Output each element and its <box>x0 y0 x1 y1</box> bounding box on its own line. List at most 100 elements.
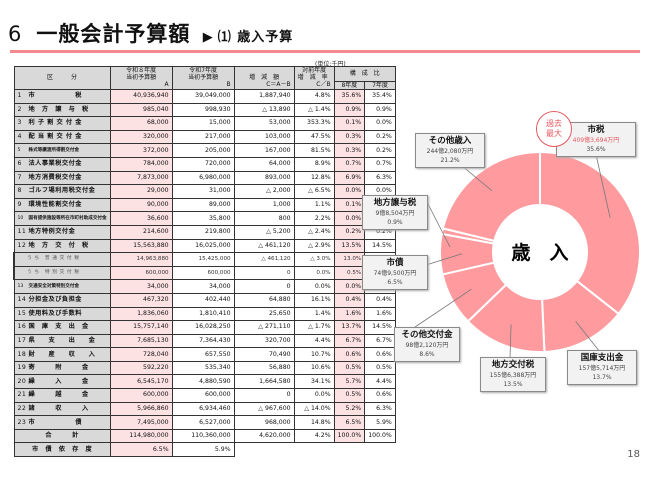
cell-r8-amount: 372,000 <box>109 143 173 158</box>
row-label: 22 諸 収 入 <box>13 401 111 417</box>
cell-diff: 800 <box>233 211 295 226</box>
cell-comp-r8: 1.6% <box>333 306 366 322</box>
cell-rate: 1.4% <box>293 306 335 322</box>
cell-r7-amount: 402,440 <box>171 292 235 308</box>
title-underline <box>10 50 640 53</box>
table-row: 2 地 方 譲 与 税 985,040 998,930 △ 13,890 △ 1.4% 0.… <box>13 102 396 118</box>
cell-diff: 893,000 <box>233 170 295 186</box>
row-label-text: 法人事業税交付金 <box>28 160 82 168</box>
row-label: 1 市 税 <box>13 89 111 104</box>
donut-center-label: 歳 入 <box>511 242 568 264</box>
cell-comp-r8: 6.7% <box>333 333 366 349</box>
leader-line <box>425 199 451 248</box>
row-label: 16 国 庫 支 出 金 <box>13 320 111 335</box>
page-title: 6 一般会計予算額 ▶ ⑴ 歳入予算 <box>8 18 293 48</box>
callout-4: 市債 74億9,500万円 6.5% <box>362 255 428 290</box>
table-row: 11 地方特例交付金 214,600 219,800 △ 5,200 △ 2.4% 0.2%… <box>13 224 396 240</box>
cell-rate: 1.1% <box>293 197 335 213</box>
row-number: 22 <box>17 404 27 412</box>
table-row: 10 国有提供施設等所在市町村助成交付金 36,600 35,800 800 2.2% 0.… <box>13 211 396 226</box>
cell-r8-amount: 29,000 <box>109 184 173 199</box>
cell-rate: 10.7% <box>293 347 335 362</box>
total-comp-r7: 100.0% <box>364 428 396 444</box>
cell-r7-amount: 89,000 <box>171 197 235 213</box>
cell-rate: △ 6.5% <box>293 184 335 199</box>
empty-cell <box>334 443 365 457</box>
dependency-label: 市 債 依 存 度 <box>13 442 111 458</box>
cell-r8-amount: 34,000 <box>109 279 173 294</box>
cell-diff: 1,000 <box>233 197 295 213</box>
cell-comp-r7: 0.6% <box>364 388 396 403</box>
revenue-budget-table: 区 分 令和８年度 当初予算額 A 令和7年度 当初予算額 B 増 減 額 C＝… <box>12 66 396 458</box>
callout-amount: 157億5,714万円 <box>578 365 626 372</box>
cell-diff: △ 967,600 <box>233 401 295 417</box>
callout-name: 地方譲与税 <box>373 198 417 208</box>
total-rate: 4.2% <box>293 428 335 444</box>
row-label: 19 寄 附 金 <box>13 360 111 376</box>
callout-percent: 8.6% <box>419 351 435 358</box>
callout-name: 国庫支出金 <box>580 353 624 363</box>
leader-line <box>414 288 472 328</box>
cell-r7-amount: 217,000 <box>171 129 235 145</box>
cell-r7-amount: 6,527,000 <box>171 415 235 430</box>
cell-r8-amount: 90,000 <box>109 197 173 213</box>
cell-r8-amount: 6,545,170 <box>109 374 173 390</box>
table-row: 17 県 支 出 金 7,685,130 7,364,430 320,700 4.4% 6.… <box>13 333 396 349</box>
row-label: 11 地方特例交付金 <box>13 224 111 240</box>
callout-percent: 0.9% <box>387 219 403 226</box>
cell-r7-amount: 7,364,430 <box>171 333 235 349</box>
cell-comp-r8: 0.3% <box>333 129 366 145</box>
cell-r7-amount: 535,340 <box>171 360 235 376</box>
section-number: 6 <box>8 22 23 46</box>
cell-r8-amount: 7,495,000 <box>109 415 173 430</box>
row-label: 10 国有提供施設等所在市町村助成交付金 <box>13 211 111 226</box>
table-row: 12 地 方 交 付 税 15,563,880 16,025,000 △ 461,120… <box>13 238 396 254</box>
cell-r8-amount: 7,685,130 <box>109 333 173 349</box>
cell-r8-amount: 7,873,000 <box>109 170 173 186</box>
header-rate-key: C／B <box>316 81 331 88</box>
row-number: 7 <box>17 173 22 181</box>
callout-amount: 9億8,504万円 <box>375 210 415 217</box>
cell-comp-r8: 0.6% <box>333 347 366 362</box>
row-label-text: 地 方 交 付 税 <box>28 241 89 249</box>
row-label-text: 株式等譲渡所得割交付金 <box>28 147 80 153</box>
cell-rate: △ 1.7% <box>293 320 335 335</box>
row-label-text: 国有提供施設等所在市町村助成交付金 <box>28 215 107 221</box>
row-label-text: 繰 越 金 <box>28 391 89 399</box>
row-label: う ち 特 別 交 付 税 <box>12 265 111 281</box>
header-rate: 対前年度 増 減 率 C／B <box>293 66 335 90</box>
cell-r8-amount: 36,600 <box>109 211 173 226</box>
table-row: う ち 普 通 交 付 税 14,963,880 15,425,000 △ 461,1… <box>12 252 396 267</box>
cell-diff: △ 2,000 <box>233 184 295 199</box>
badge-line1: 過去 <box>546 119 562 128</box>
cell-r7-amount: 600,000 <box>171 265 235 281</box>
cell-comp-r8: 0.0% <box>333 211 366 226</box>
row-number: 15 <box>17 309 27 317</box>
cell-r7-amount: 15,425,000 <box>171 252 235 267</box>
header-comp-r8: 8年度 <box>333 81 366 90</box>
dependency-row: 市 債 依 存 度 6.5% 5.9% <box>13 442 395 458</box>
cell-diff: 968,000 <box>233 415 295 430</box>
total-r8: 114,980,000 <box>109 428 173 444</box>
header-r8: 令和８年度 当初予算額 A <box>109 66 173 90</box>
cell-r7-amount: 720,000 <box>171 156 235 172</box>
table-row: 7 地方消費税交付金 7,873,000 6,980,000 893,000 12.8% 6… <box>13 170 396 186</box>
row-number: 5 <box>17 147 21 153</box>
callout-amount: 98億2,120万円 <box>405 342 449 349</box>
cell-r8-amount: 320,000 <box>109 129 173 145</box>
row-label-text: 寄 附 金 <box>28 364 89 372</box>
row-number: 13 <box>17 283 24 289</box>
cell-diff: 70,490 <box>233 347 295 362</box>
row-label-text: 国 庫 支 出 金 <box>28 323 89 331</box>
cell-r8-amount: 600,000 <box>109 388 173 403</box>
cell-diff: 0 <box>233 265 295 281</box>
header-composition: 構 成 比 <box>333 66 396 82</box>
row-label-text: 市 債 <box>28 418 82 426</box>
header-comp-r7: 7年度 <box>364 81 396 90</box>
cell-rate: 4.4% <box>293 333 335 349</box>
callout-amount: 155億6,388万円 <box>489 372 537 379</box>
cell-rate: 81.5% <box>293 143 335 158</box>
